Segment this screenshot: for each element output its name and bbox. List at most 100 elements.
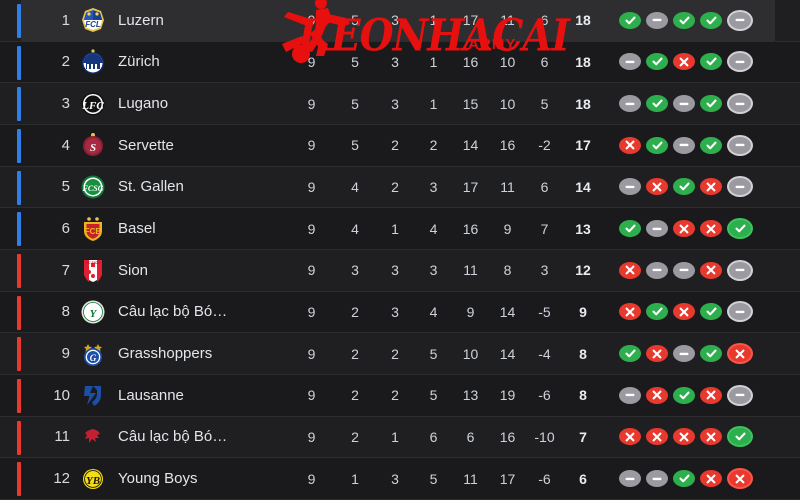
form-loss-icon[interactable]	[619, 428, 641, 446]
table-row[interactable]: 6 FCB Basel 9 4 1 4 16 9 7 13	[0, 208, 800, 250]
form-draw-icon[interactable]	[727, 384, 753, 406]
team-name[interactable]: Grasshoppers	[118, 345, 213, 363]
form-loss-icon[interactable]	[646, 345, 668, 363]
form-win-icon[interactable]	[727, 426, 753, 448]
table-row[interactable]: 12 YB Young Boys 9 1 3 5 11 17 -6 6	[0, 458, 800, 500]
form-draw-icon[interactable]	[727, 93, 753, 115]
form-win-icon[interactable]	[700, 303, 722, 321]
rank-number: 5	[61, 178, 70, 196]
form-draw-icon[interactable]	[619, 178, 641, 196]
form-win-icon[interactable]	[727, 218, 753, 240]
team-name[interactable]: Luzern	[118, 11, 164, 29]
form-draw-icon[interactable]	[727, 301, 753, 323]
table-row[interactable]: 2 Zürich 9 5 3 1 16 10 6 18	[0, 41, 800, 84]
form-win-icon[interactable]	[646, 136, 668, 154]
form-draw-icon[interactable]	[646, 261, 668, 279]
stat-drawn: 3	[391, 303, 399, 320]
team-name[interactable]: Lausanne	[118, 386, 184, 404]
form-loss-icon[interactable]	[646, 178, 668, 196]
table-row[interactable]: 5 FCSG St. Gallen 9 4 2 3 17 11 6 14	[0, 166, 800, 209]
form-loss-icon[interactable]	[619, 136, 641, 154]
form-group	[619, 51, 753, 73]
form-win-icon[interactable]	[700, 11, 722, 29]
form-win-icon[interactable]	[619, 345, 641, 363]
form-draw-icon[interactable]	[619, 53, 641, 71]
stat-drawn: 2	[391, 178, 399, 195]
form-draw-icon[interactable]	[673, 95, 695, 113]
form-win-icon[interactable]	[646, 53, 668, 71]
form-win-icon[interactable]	[700, 95, 722, 113]
team-name[interactable]: Zürich	[118, 53, 160, 71]
form-win-icon[interactable]	[673, 11, 695, 29]
stat-goals-against: 14	[499, 303, 516, 320]
form-loss-icon[interactable]	[700, 428, 722, 446]
form-loss-icon[interactable]	[700, 470, 722, 488]
form-loss-icon[interactable]	[673, 428, 695, 446]
form-draw-icon[interactable]	[619, 95, 641, 113]
form-loss-icon[interactable]	[673, 303, 695, 321]
table-row[interactable]: 9 G Grasshoppers 9 2 2 5 10 14 -4 8	[0, 333, 800, 375]
team-name[interactable]: Young Boys	[118, 470, 198, 488]
stat-goals-against: 11	[500, 178, 515, 195]
form-loss-icon[interactable]	[700, 178, 722, 196]
stat-drawn: 2	[391, 137, 399, 154]
table-row[interactable]: 1 FCL Luzern 9 5 3 1 17 11 6 18	[0, 0, 800, 42]
form-draw-icon[interactable]	[727, 134, 753, 156]
form-loss-icon[interactable]	[727, 343, 753, 365]
stat-lost: 4	[429, 303, 438, 320]
fcb-crest-icon: FCB	[80, 216, 106, 242]
table-row[interactable]: 11 Câu lạc bộ Bó… 9 2 1 6 6 16 -10 7	[0, 416, 800, 459]
form-loss-icon[interactable]	[700, 386, 722, 404]
form-draw-icon[interactable]	[727, 51, 753, 73]
stat-played: 9	[307, 387, 316, 404]
form-win-icon[interactable]	[619, 220, 641, 238]
form-loss-icon[interactable]	[700, 220, 722, 238]
stat-drawn: 1	[391, 220, 399, 237]
table-row[interactable]: 3 LFC Lugano 9 5 3 1 15 10 5 18	[0, 83, 800, 125]
form-win-icon[interactable]	[673, 178, 695, 196]
stat-lost: 1	[429, 95, 438, 112]
zone-indicator	[17, 378, 21, 413]
team-name[interactable]: Câu lạc bộ Bó…	[118, 303, 228, 321]
form-loss-icon[interactable]	[673, 53, 695, 71]
team-name[interactable]: Sion	[118, 261, 149, 279]
table-row[interactable]: 8 Y Câu lạc bộ Bó… 9 2 3 4 9 14 -5 9	[0, 291, 800, 334]
table-row[interactable]: 4 S Servette 9 5 2 2 14 16 -2 17	[0, 124, 800, 167]
form-loss-icon[interactable]	[727, 468, 753, 490]
form-win-icon[interactable]	[646, 303, 668, 321]
form-draw-icon[interactable]	[619, 386, 641, 404]
form-draw-icon[interactable]	[646, 11, 668, 29]
form-draw-icon[interactable]	[673, 345, 695, 363]
team-name[interactable]: Servette	[118, 136, 174, 154]
team-name[interactable]: Lugano	[118, 95, 169, 113]
form-loss-icon[interactable]	[646, 428, 668, 446]
form-win-icon[interactable]	[619, 11, 641, 29]
table-row[interactable]: 7 FC SION Sion 9 3 3 3 11 8 3 12	[0, 249, 800, 292]
form-draw-icon[interactable]	[727, 9, 753, 31]
form-draw-icon[interactable]	[673, 136, 695, 154]
form-win-icon[interactable]	[700, 53, 722, 71]
form-draw-icon[interactable]	[646, 220, 668, 238]
team-name[interactable]: Câu lạc bộ Bó…	[118, 428, 228, 446]
form-draw-icon[interactable]	[646, 470, 668, 488]
form-win-icon[interactable]	[646, 95, 668, 113]
form-win-icon[interactable]	[700, 345, 722, 363]
form-loss-icon[interactable]	[619, 261, 641, 279]
zone-indicator	[17, 337, 21, 372]
form-draw-icon[interactable]	[619, 470, 641, 488]
form-loss-icon[interactable]	[646, 386, 668, 404]
form-loss-icon[interactable]	[700, 261, 722, 279]
form-win-icon[interactable]	[673, 386, 695, 404]
form-draw-icon[interactable]	[727, 259, 753, 281]
team-name[interactable]: Basel	[118, 220, 156, 238]
stat-drawn: 3	[391, 53, 399, 70]
form-loss-icon[interactable]	[619, 303, 641, 321]
form-win-icon[interactable]	[700, 136, 722, 154]
form-draw-icon[interactable]	[673, 261, 695, 279]
team-name[interactable]: St. Gallen	[118, 178, 184, 196]
form-loss-icon[interactable]	[673, 220, 695, 238]
form-win-icon[interactable]	[673, 470, 695, 488]
stat-lost: 4	[429, 220, 438, 237]
table-row[interactable]: 10 Lausanne 9 2 2 5 13 19 -6 8	[0, 374, 800, 417]
form-draw-icon[interactable]	[727, 176, 753, 198]
